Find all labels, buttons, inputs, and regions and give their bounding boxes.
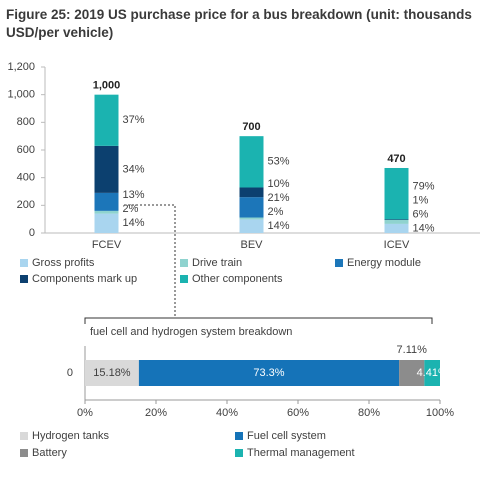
value-label: 2% <box>123 203 139 215</box>
bar-segment <box>94 192 119 211</box>
bar-segment <box>94 210 119 214</box>
value-label: 1% <box>413 194 429 206</box>
bar-segment <box>384 223 409 233</box>
y-tick-label: 400 <box>17 172 35 184</box>
x-tick-label: 100% <box>426 407 454 419</box>
x-tick-label: 0% <box>77 407 93 419</box>
bar-segment <box>94 213 119 233</box>
bar-segment <box>384 219 409 220</box>
value-label: 21% <box>268 192 290 204</box>
legend-label: Energy module <box>347 257 421 269</box>
y-tick-label: 1,000 <box>7 89 35 101</box>
bar-segment <box>94 94 119 146</box>
value-label: 7.11% <box>397 344 428 356</box>
total-label: 1,000 <box>93 80 121 92</box>
bar-segment <box>239 197 264 218</box>
legend-label: Components mark up <box>32 273 137 285</box>
x-tick-label: 40% <box>216 407 238 419</box>
legend-label: Other components <box>192 273 283 285</box>
value-label: 14% <box>268 220 290 232</box>
value-label: 10% <box>268 178 290 190</box>
value-label: 6% <box>413 208 429 220</box>
value-label: 37% <box>123 114 145 126</box>
legend-label: Thermal management <box>247 447 355 459</box>
bracket <box>84 317 433 324</box>
bar-segment <box>85 360 139 386</box>
bar-segment <box>94 145 119 193</box>
total-label: 700 <box>242 121 260 133</box>
legend-swatch <box>235 432 243 440</box>
value-label: 14% <box>413 222 435 234</box>
value-label: 15.18% <box>93 367 131 379</box>
bar-segment <box>239 219 264 233</box>
bar-segment <box>384 167 409 220</box>
y-tick-label: 0 <box>29 227 35 239</box>
x-tick-label: FCEV <box>92 239 122 251</box>
legend-swatch <box>20 432 28 440</box>
y-tick-label: 800 <box>17 116 35 128</box>
legend-swatch <box>20 259 28 267</box>
legend-swatch <box>20 275 28 283</box>
legend-swatch <box>180 259 188 267</box>
callout-line <box>124 204 176 316</box>
bar-segment <box>138 360 400 386</box>
legend-label: Hydrogen tanks <box>32 430 110 442</box>
bar-segment <box>424 360 440 386</box>
value-label: 2% <box>268 206 284 218</box>
bar-segment <box>384 219 409 224</box>
legend-label: Fuel cell system <box>247 430 326 442</box>
legend-swatch <box>335 259 343 267</box>
x-tick-label: BEV <box>240 239 263 251</box>
legend-label: Gross profits <box>32 257 95 269</box>
bar-segment <box>239 217 264 220</box>
legend-label: Drive train <box>192 257 242 269</box>
y-tick-label: 200 <box>17 199 35 211</box>
y-tick-label: 600 <box>17 144 35 156</box>
y-tick-label: 0 <box>67 367 73 379</box>
legend-swatch <box>180 275 188 283</box>
value-label: 4.41% <box>417 367 448 379</box>
value-label: 53% <box>268 156 290 168</box>
value-label: 13% <box>123 189 145 201</box>
value-label: 34% <box>123 163 145 175</box>
value-label: 14% <box>123 217 145 229</box>
total-label: 470 <box>387 153 405 165</box>
chart-subtitle: fuel cell and hydrogen system breakdown <box>90 326 292 338</box>
legend-label: Battery <box>32 447 67 459</box>
x-tick-label: 60% <box>287 407 309 419</box>
bar-segment <box>239 187 264 198</box>
bar-segment <box>399 360 425 386</box>
x-tick-label: 20% <box>145 407 167 419</box>
legend-swatch <box>20 449 28 457</box>
value-label: 73.3% <box>253 367 284 379</box>
x-tick-label: 80% <box>358 407 380 419</box>
chart-title: Figure 25: 2019 US purchase price for a … <box>6 7 472 40</box>
value-label: 79% <box>413 180 435 192</box>
x-tick-label: ICEV <box>384 239 410 251</box>
legend-swatch <box>235 449 243 457</box>
bar-segment <box>239 136 264 188</box>
y-tick-label: 1,200 <box>7 61 35 73</box>
